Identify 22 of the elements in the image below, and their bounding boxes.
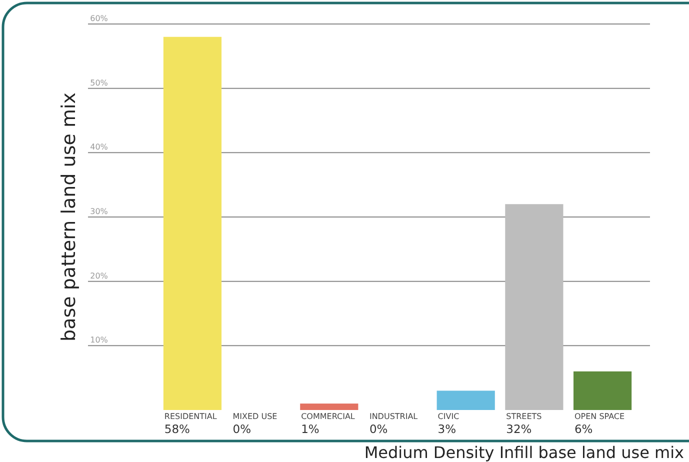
- x-tick-label: INDUSTRIAL: [369, 412, 418, 421]
- x-tick-label: STREETS: [506, 412, 542, 421]
- x-tick-label: COMMERCIAL: [301, 412, 356, 421]
- data-label: 32%: [506, 422, 532, 436]
- x-tick-label: RESIDENTIAL: [164, 412, 218, 421]
- y-tick-label: 20%: [90, 271, 108, 280]
- x-axis-title: Medium Density Infill base land use mix: [364, 443, 684, 462]
- x-tick-label: MIXED USE: [232, 412, 278, 421]
- x-tick-label: OPEN SPACE: [574, 412, 625, 421]
- y-tick-label: 30%: [90, 207, 108, 216]
- y-tick-label: 40%: [90, 142, 108, 152]
- data-label: 0%: [369, 422, 388, 436]
- y-tick-label: 60%: [90, 14, 108, 23]
- x-tick-label: CIVIC: [438, 412, 460, 421]
- data-label: 1%: [301, 422, 320, 436]
- data-label: 6%: [574, 422, 593, 436]
- y-tick-label: 10%: [90, 336, 108, 345]
- data-label: 58%: [164, 422, 190, 436]
- data-label: 0%: [232, 422, 252, 436]
- y-axis-title: base pattern land use mix: [58, 92, 80, 342]
- data-label: 3%: [438, 422, 456, 436]
- y-tick-label: 50%: [90, 78, 108, 88]
